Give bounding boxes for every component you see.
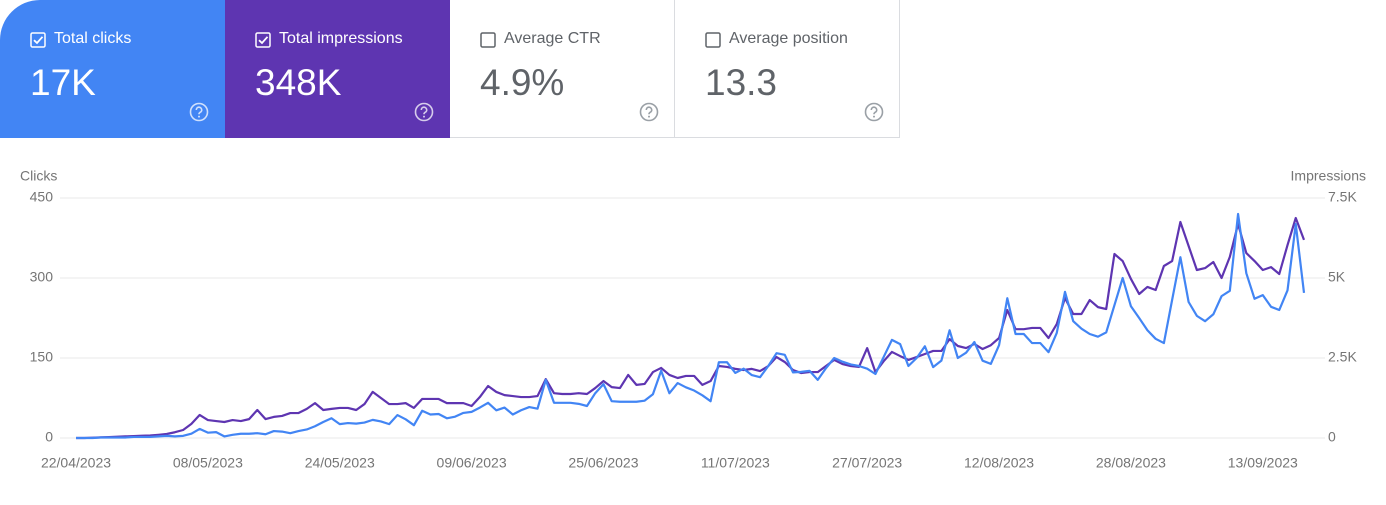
y2-tick-label: 7.5K [1328, 189, 1357, 205]
help-dot [423, 115, 425, 118]
help-circle [414, 102, 434, 122]
y-tick-label: 150 [30, 349, 54, 365]
metric-label: Total clicks [54, 30, 132, 47]
help-icon [639, 102, 659, 122]
help-icon [414, 102, 434, 122]
help-dot [873, 115, 875, 118]
help-glyph [420, 106, 428, 115]
x-tick-label: 24/05/2023 [305, 455, 375, 471]
y2-tick-label: 5K [1328, 269, 1346, 285]
metric-value: 17K [30, 62, 96, 103]
checkbox-box [705, 32, 721, 48]
help-circle [189, 102, 209, 122]
x-tick-label: 25/06/2023 [568, 455, 638, 471]
help-dot [198, 115, 200, 118]
checkbox [480, 32, 496, 48]
help-glyph [645, 106, 653, 115]
metric-card[interactable]: Average CTR 4.9% [450, 0, 675, 138]
metric-card[interactable]: Average position 13.3 [675, 0, 900, 138]
y2-tick-label: 2.5K [1328, 349, 1357, 365]
x-tick-label: 12/08/2023 [964, 455, 1034, 471]
x-tick-label: 08/05/2023 [173, 455, 243, 471]
y-tick-label: 300 [30, 269, 54, 285]
checkbox [30, 32, 46, 48]
y2-tick-label: 0 [1328, 429, 1336, 445]
help-circle [864, 102, 884, 122]
metric-value: 4.9% [480, 62, 565, 103]
y-axis-title: Clicks [20, 168, 57, 184]
metric-card[interactable]: Total impressions 348K [225, 0, 450, 138]
checkbox-box [30, 32, 46, 48]
x-tick-label: 28/08/2023 [1096, 455, 1166, 471]
metric-label: Average CTR [504, 30, 601, 47]
checkbox [705, 32, 721, 48]
help-icon [864, 102, 884, 122]
checkmark [33, 36, 44, 45]
y2-axis-title: Impressions [1291, 168, 1366, 184]
checkbox [255, 32, 271, 48]
help-icon [189, 102, 209, 122]
x-tick-label: 09/06/2023 [437, 455, 507, 471]
metric-value: 348K [255, 62, 342, 103]
checkmark [258, 36, 269, 45]
series-line [76, 212, 1306, 440]
help-glyph [195, 106, 203, 115]
checkbox-box [480, 32, 496, 48]
checkbox-box [255, 32, 271, 48]
x-tick-label: 27/07/2023 [832, 455, 902, 471]
metric-label: Total impressions [279, 30, 403, 47]
metric-card[interactable]: Total clicks 17K [0, 0, 225, 138]
y-tick-label: 450 [30, 189, 54, 205]
help-glyph [870, 106, 878, 115]
series-line [76, 216, 1306, 440]
metric-value: 13.3 [705, 62, 778, 103]
x-tick-label: 13/09/2023 [1228, 455, 1298, 471]
y-tick-label: 0 [45, 429, 53, 445]
x-tick-label: 11/07/2023 [701, 455, 770, 471]
help-dot [648, 115, 650, 118]
help-circle [639, 102, 659, 122]
metric-label: Average position [729, 30, 848, 47]
x-tick-label: 22/04/2023 [41, 455, 111, 471]
